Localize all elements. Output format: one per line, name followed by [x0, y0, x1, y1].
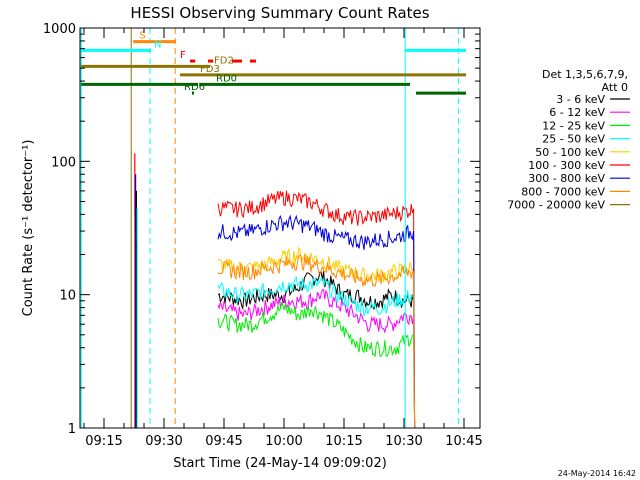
series-drop: [413, 271, 416, 429]
plot-frame: [79, 27, 481, 429]
series-line: [217, 246, 415, 284]
x-tick-label: 10:15: [325, 434, 362, 449]
legend-entry-label: 25 - 50 keV: [542, 133, 605, 146]
legend-entry-label: 50 - 100 keV: [535, 146, 605, 159]
y-axis-label: Count Rate (s⁻¹ detector⁻¹): [21, 140, 36, 317]
y-tick-label: 10: [59, 289, 76, 304]
flag-label: RD0: [216, 73, 237, 84]
legend-entry-label: 6 - 12 keV: [549, 106, 605, 119]
series-line: [217, 214, 415, 250]
series-layer: [134, 153, 416, 429]
legend-title-line-1: Det 1,3,5,6,7,9,: [542, 68, 628, 81]
y-tick-label: 100: [51, 155, 76, 170]
x-tick-label: 09:30: [145, 434, 182, 449]
axis-layer: 09:15 09:30 09:45 10:00 10:15 10:30 10:45 1 10 10…: [43, 22, 483, 449]
x-tick-label: 09:45: [205, 434, 242, 449]
legend-entry-label: 100 - 300 keV: [528, 159, 605, 172]
y-tick-label: 1000: [43, 22, 76, 37]
legend-entry-label: 12 - 25 keV: [542, 119, 605, 132]
x-tick-label: 10:30: [385, 434, 422, 449]
flag-label: FD3: [200, 64, 220, 75]
series-line: [217, 288, 415, 334]
flag-label: S: [139, 31, 145, 42]
legend-entry-label: 3 - 6 keV: [556, 93, 605, 106]
flag-label: F: [180, 50, 186, 61]
legend-entry-label: 7000 - 20000 keV: [507, 199, 605, 212]
flag-label: RD6: [184, 82, 205, 93]
series-line: [217, 275, 415, 317]
x-tick-label: 09:15: [85, 434, 122, 449]
series-line: [217, 254, 414, 287]
legend-entry-label: 300 - 800 keV: [528, 172, 605, 185]
y-tick-label: 1: [68, 422, 76, 437]
x-tick-label: 10:45: [445, 434, 482, 449]
series-line: [217, 190, 415, 226]
x-axis-label: Start Time (24-May-14 09:09:02): [173, 456, 387, 471]
marker-layer: [80, 28, 459, 428]
flag-label: FD2: [214, 55, 234, 66]
flag-label: N: [154, 39, 161, 50]
legend-entry-label: 800 - 7000 keV: [521, 185, 605, 198]
series-line: [217, 301, 414, 358]
x-tick-label: 10:00: [265, 434, 302, 449]
legend-title-line-2: Att 0: [602, 81, 628, 94]
footer-timestamp: 24-May-2014 16:42: [558, 469, 636, 478]
chart-title: HESSI Observing Summary Count Rates: [130, 4, 429, 22]
